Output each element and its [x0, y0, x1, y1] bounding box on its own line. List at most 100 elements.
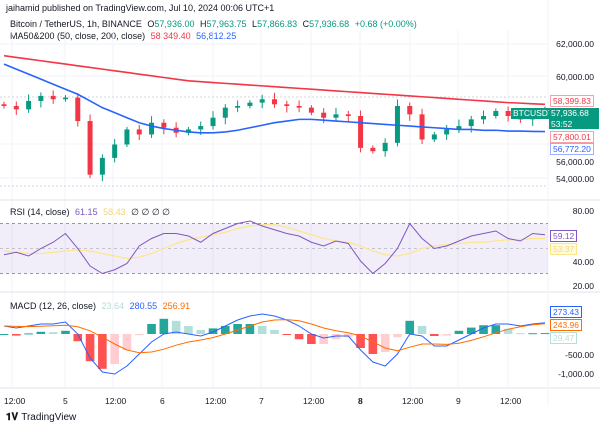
price-label: 54,000.00: [556, 174, 594, 184]
time-label: 12:00: [205, 396, 227, 406]
ma-red-tag: 58,399.83: [550, 95, 594, 107]
macd-histogram-bar: [159, 318, 169, 334]
time-label: 7: [259, 396, 264, 406]
macd-legend[interactable]: MACD (12, 26, close) 23.64 280.55 256.91: [10, 301, 193, 311]
macd-histogram-bar: [122, 334, 132, 350]
candle-body: [370, 147, 376, 152]
time-label: 5: [63, 396, 68, 406]
macd-histogram-bar: [479, 325, 488, 334]
macd-histogram-bar: [491, 325, 501, 334]
candle-body: [185, 129, 191, 133]
macd-histogram-bar: [356, 334, 365, 348]
candle-body: [444, 129, 450, 135]
brand-name: TradingView: [21, 412, 77, 423]
symbol-legend: Bitcoin / TetherUS, 1h, BINANCE O57,936.…: [10, 19, 417, 29]
tv-logo-icon: 𝟏𝐕: [6, 412, 19, 423]
macd-histogram-bar: [319, 334, 328, 344]
change-value: +0.68 (+0.00%): [354, 19, 417, 29]
price-label: 56,000.00: [556, 157, 594, 167]
candle-body: [272, 99, 277, 105]
ma-blue-value: 56,812.25: [196, 31, 237, 41]
rsi-axis-label: 40.00: [572, 257, 594, 267]
macd-axis-label: -1,000.00: [558, 369, 594, 379]
candle-body: [210, 117, 216, 127]
macd-histogram-bar: [405, 320, 415, 334]
low-value: 57,866.83: [257, 19, 298, 29]
symbol-title: Bitcoin / TetherUS, 1h, BINANCE: [10, 19, 142, 29]
rsi-line: [3, 220, 546, 275]
candle-body: [198, 126, 204, 130]
time-label: 6: [160, 396, 165, 406]
macd-histogram-bar: [245, 324, 255, 334]
candle-body: [87, 121, 93, 175]
macd-histogram-bar: [171, 320, 181, 334]
macd-histogram-bar: [294, 334, 304, 340]
candle-body: [493, 111, 499, 117]
rsi-ma-value: 58.43: [103, 207, 126, 217]
candle-body: [308, 107, 314, 113]
time-label: 12:00: [4, 396, 26, 406]
candle-body: [1, 104, 7, 106]
candle-body: [13, 105, 19, 110]
candle-body: [259, 99, 265, 103]
rsi-axis-label: 80.00: [572, 206, 594, 216]
candle-body: [284, 104, 290, 106]
candle-body: [26, 100, 32, 110]
macd-histogram-bar: [98, 334, 107, 369]
macd-histogram-bar: [257, 326, 267, 334]
macd-histogram-bar: [454, 330, 464, 334]
candle-body: [394, 105, 400, 143]
macd-histogram-bar: [85, 334, 95, 362]
candle-body: [321, 112, 327, 118]
macd-tag: 273.43: [550, 306, 582, 318]
candle-body: [505, 111, 511, 117]
candle-body: [382, 142, 388, 152]
candle-body: [468, 119, 474, 127]
macd-histogram-bar: [221, 326, 230, 334]
signal-line: [3, 319, 546, 354]
time-label: 12:00: [500, 396, 522, 406]
candle-body: [345, 114, 351, 117]
candle-body: [50, 95, 56, 100]
ma-red-tag-2: 57,800.01: [550, 131, 594, 143]
macd-line: [3, 313, 546, 375]
macd-axis-label: -500.00: [565, 350, 594, 360]
candle-body: [62, 97, 68, 100]
macd-histogram-bar: [430, 334, 439, 336]
rsi-legend[interactable]: RSI (14, close) 61.15 58.43 ∅ ∅ ∅ ∅: [10, 207, 173, 218]
signal-value: 256.91: [162, 301, 191, 311]
rsi-band: [0, 223, 548, 274]
candle-body: [235, 105, 241, 108]
signal-tag: 243.96: [550, 319, 582, 331]
candle-body: [149, 122, 155, 135]
macd-histogram-bar: [503, 328, 513, 334]
candle-body: [124, 129, 130, 145]
ma50-line: [3, 63, 546, 134]
tradingview-logo[interactable]: 𝟏𝐕 TradingView: [6, 412, 76, 423]
ma200-line: [3, 54, 546, 106]
rsi-title: RSI (14, close): [10, 207, 70, 217]
hist-tag: 29.47: [550, 332, 578, 344]
high-value: 57,963.75: [206, 19, 247, 29]
candle-body: [431, 134, 437, 140]
candle-body: [38, 95, 44, 101]
time-label: 9: [456, 396, 461, 406]
macd-histogram-bar: [196, 330, 206, 334]
macd-histogram-bar: [466, 327, 476, 334]
time-label: 12:00: [105, 396, 127, 406]
macd-histogram-bar: [368, 334, 378, 354]
ma-legend[interactable]: MA50&200 (50, close, 200, close) 58,349.…: [10, 31, 239, 41]
time-label: 8: [358, 396, 363, 406]
open-value: 57,936.00: [154, 19, 195, 29]
macd-histogram-bar: [442, 334, 451, 336]
candle-body: [456, 126, 462, 130]
candle-body: [481, 116, 487, 120]
macd-histogram-bar: [24, 333, 33, 335]
last-price: 57,936.68: [551, 108, 589, 118]
macd-histogram-bar: [73, 334, 83, 342]
rsi-value: 61.15: [75, 207, 98, 217]
macd-histogram-bar: [307, 334, 316, 344]
rsi-ma-tag: 53.37: [550, 243, 578, 255]
time-label: 12:00: [402, 396, 424, 406]
